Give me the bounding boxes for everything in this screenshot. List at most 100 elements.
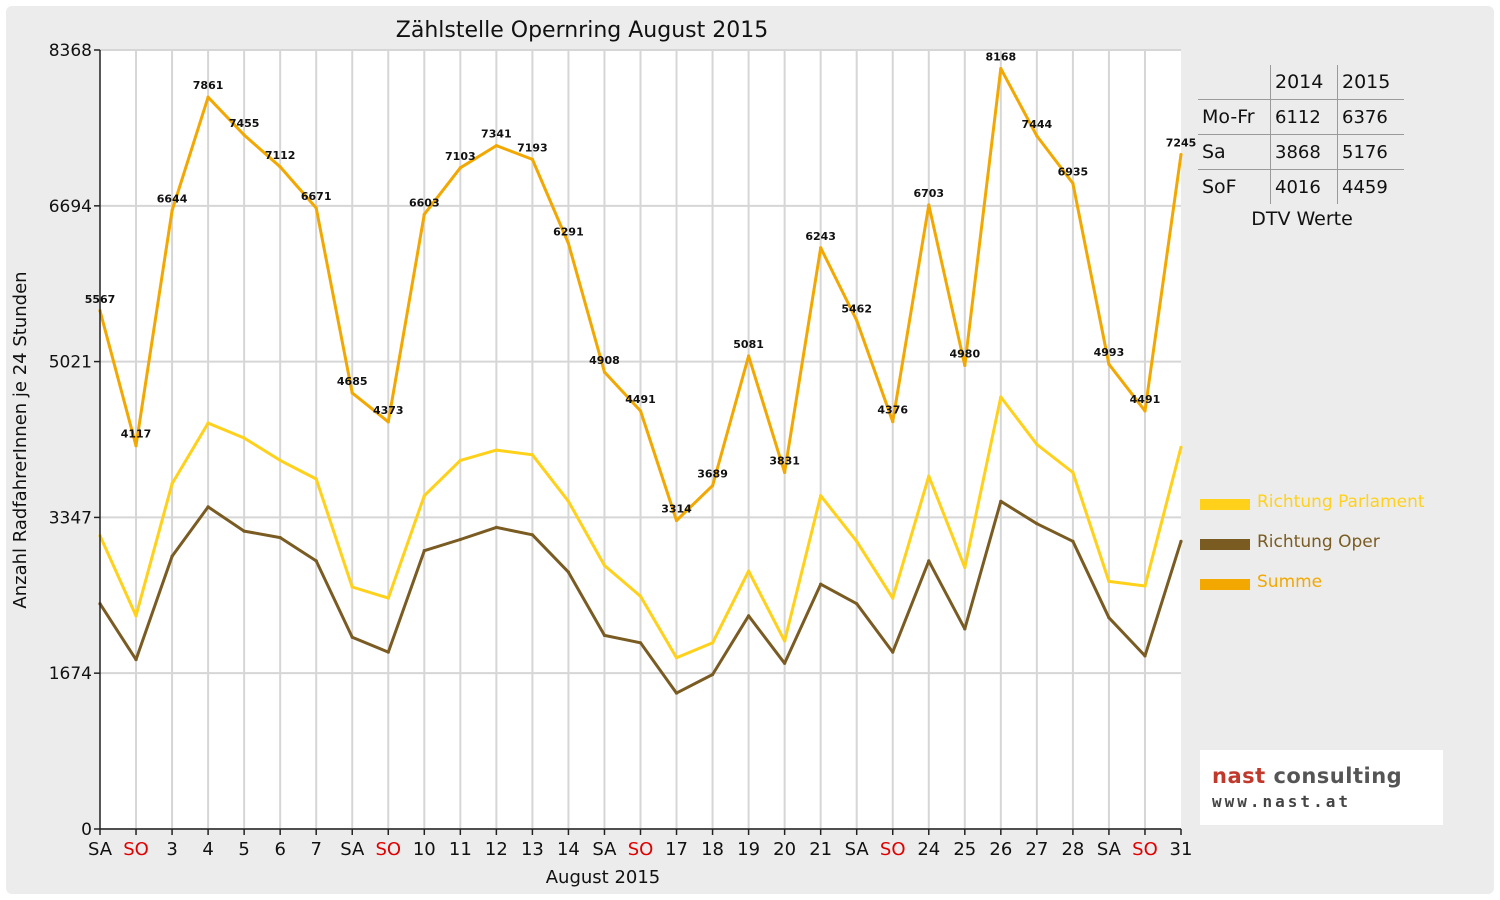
legend-label: Summe <box>1257 572 1323 592</box>
data-point <box>530 453 535 457</box>
data-point <box>602 563 607 568</box>
dtv-row-label: Mo-Fr <box>1198 99 1271 135</box>
data-label: 6243 <box>805 230 836 243</box>
data-point <box>314 559 318 563</box>
dtv-header-2014: 2014 <box>1270 65 1338 100</box>
x-tick-label: SA <box>88 839 113 860</box>
data-point <box>1143 409 1147 413</box>
x-tick-label: 27 <box>1025 839 1048 860</box>
x-tick-label: 21 <box>809 839 832 860</box>
data-point <box>999 499 1003 503</box>
data-label: 4373 <box>373 404 404 417</box>
data-point <box>242 133 246 137</box>
x-tick-label: SO <box>880 839 906 860</box>
y-tick-label: 5021 <box>49 353 92 373</box>
data-point <box>638 641 643 645</box>
data-point <box>1071 539 1075 543</box>
data-point <box>783 661 787 665</box>
x-tick-label: 24 <box>917 839 940 860</box>
data-point <box>170 208 174 213</box>
data-label: 7193 <box>517 141 548 154</box>
legend-swatch <box>1200 579 1250 590</box>
data-point <box>242 436 246 440</box>
series-lines <box>98 67 1183 695</box>
data-label: 6935 <box>1058 165 1089 178</box>
logo-wordmark: nast consulting <box>1212 764 1402 788</box>
data-point <box>710 641 715 645</box>
data-point <box>927 203 931 207</box>
x-tick-label: 31 <box>1170 839 1193 860</box>
data-label: 7112 <box>265 149 296 162</box>
data-point <box>278 458 282 462</box>
dtv-header-2015: 2015 <box>1337 65 1404 100</box>
data-label: 3831 <box>769 454 800 467</box>
legend-label: Richtung Oper <box>1257 532 1380 552</box>
data-label: 4117 <box>121 428 152 441</box>
x-tick-label: 4 <box>202 839 213 860</box>
x-tick-label: 6 <box>274 839 285 860</box>
data-point <box>1071 181 1075 186</box>
data-point <box>747 569 751 573</box>
y-tick-label: 1674 <box>49 664 92 684</box>
dtv-value-2014: 6112 <box>1270 99 1338 135</box>
dtv-table: 2014 2015 Mo-Fr 6112 6376 Sa 3868 5176 S… <box>1198 65 1404 204</box>
x-tick-label: SO <box>123 839 149 860</box>
data-point <box>783 639 787 643</box>
x-tick-label: SO <box>375 839 401 860</box>
data-point <box>1179 445 1183 449</box>
data-point <box>1035 522 1039 526</box>
y-axis-title: Anzahl RadfahrerInnen je 24 Stunden <box>10 271 31 608</box>
x-tick-label: 18 <box>701 839 724 860</box>
x-tick-label: 11 <box>449 839 472 860</box>
logo-url: www.nast.at <box>1212 792 1351 811</box>
data-point <box>242 529 246 533</box>
data-point <box>855 539 859 543</box>
data-point <box>170 554 174 558</box>
data-point <box>350 635 354 639</box>
data-label: 7103 <box>445 150 476 163</box>
data-point <box>999 395 1003 399</box>
chart-title: Zählstelle Opernring August 2015 <box>396 18 768 43</box>
data-label: 7444 <box>1022 118 1053 131</box>
y-tick-label: 3347 <box>49 508 92 528</box>
x-tick-label: 14 <box>557 839 580 860</box>
data-point <box>422 494 426 498</box>
data-point <box>674 691 679 695</box>
dtv-header-empty <box>1198 65 1271 100</box>
y-tick-label: 8368 <box>49 41 92 61</box>
data-point <box>1071 470 1075 475</box>
data-point <box>891 420 895 424</box>
data-point <box>819 246 823 250</box>
data-point <box>1107 362 1111 366</box>
data-point <box>819 582 823 586</box>
dtv-row-label: SoF <box>1198 169 1271 204</box>
data-point <box>963 627 967 631</box>
data-point <box>350 585 354 589</box>
data-point <box>783 470 787 474</box>
data-point <box>1179 539 1183 543</box>
data-label: 3689 <box>697 468 728 481</box>
data-label: 7245 <box>1166 137 1197 150</box>
dtv-value-2014: 4016 <box>1270 169 1338 204</box>
company-logo: nast consulting www.nast.at <box>1200 750 1443 825</box>
data-point <box>278 165 282 169</box>
data-point <box>350 391 354 395</box>
data-point <box>494 144 498 148</box>
data-point <box>1107 579 1111 583</box>
y-tick-label: 6694 <box>49 197 92 217</box>
data-point <box>566 241 571 245</box>
data-point <box>206 505 210 509</box>
legend-label: Richtung Parlament <box>1257 492 1425 512</box>
x-tick-label: 10 <box>413 839 436 860</box>
data-point <box>855 602 859 606</box>
dtv-row: Mo-Fr 6112 6376 <box>1198 99 1404 135</box>
data-label: 6703 <box>913 187 944 200</box>
data-label: 6671 <box>301 190 332 203</box>
data-point <box>1143 654 1147 658</box>
data-point <box>1035 442 1039 447</box>
data-label: 4491 <box>625 393 656 406</box>
x-tick-label: SA <box>1097 839 1122 860</box>
x-tick-label: SA <box>592 839 617 860</box>
y-axis-ticks: 0 1674 3347 5021 6694 8368 <box>49 41 100 840</box>
